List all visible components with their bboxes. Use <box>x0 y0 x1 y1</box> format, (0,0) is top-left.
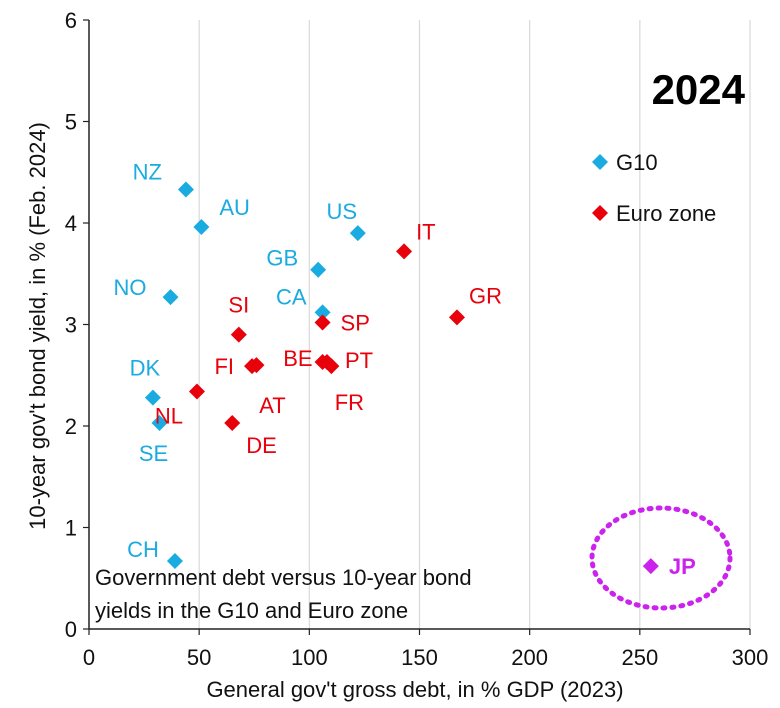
note-line-1: Government debt versus 10-year bond <box>95 565 472 590</box>
x-tick-label: 300 <box>732 645 769 670</box>
y-tick-label: 5 <box>65 110 77 135</box>
point-label-fi: FI <box>214 354 234 379</box>
point-us <box>349 225 366 242</box>
legend-marker-g10 <box>592 154 608 170</box>
point-ch <box>166 552 183 569</box>
point-label-pt: PT <box>345 348 373 373</box>
point-se <box>151 414 168 431</box>
point-label-jp: JP <box>669 554 696 579</box>
x-tick-labels: 0 50 100 150 200 250 300 <box>83 645 768 670</box>
y-tick-label: 4 <box>65 211 77 236</box>
point-no <box>162 289 179 306</box>
legend: G10 Euro zone <box>592 150 716 226</box>
point-label-de: DE <box>246 433 277 458</box>
point-label-dk: DK <box>130 356 161 381</box>
legend-label-euro: Euro zone <box>616 201 716 226</box>
point-label-at: AT <box>259 393 285 418</box>
point-label-au: AU <box>219 195 250 220</box>
point-label-gr: GR <box>469 283 502 308</box>
y-tick-label: 3 <box>65 313 77 338</box>
x-tick-label: 250 <box>621 645 658 670</box>
x-tick-label: 0 <box>83 645 95 670</box>
x-axis-title: General gov't gross debt, in % GDP (2023… <box>206 677 623 702</box>
point-si <box>230 326 247 343</box>
point-dk <box>144 389 161 406</box>
jp-highlight-ellipse <box>589 505 733 611</box>
point-gb <box>310 261 327 278</box>
gridlines <box>198 20 751 629</box>
x-tick-label: 150 <box>401 645 438 670</box>
point-label-nz: NZ <box>133 160 162 185</box>
point-it <box>396 243 413 260</box>
legend-label-g10: G10 <box>616 150 658 175</box>
x-tick-label: 100 <box>291 645 328 670</box>
legend-marker-euro <box>592 205 608 221</box>
point-gr <box>448 309 465 326</box>
point-labels: NZ AU US GB NO CA DK SE CH IT GR SI SP BE PT FR FI AT NL DE… <box>114 160 696 580</box>
point-label-gb: GB <box>266 246 298 271</box>
point-label-se: SE <box>139 441 168 466</box>
point-fr <box>323 358 340 375</box>
x-tick-label: 200 <box>511 645 548 670</box>
point-label-be: BE <box>283 346 312 371</box>
point-jp <box>642 558 659 575</box>
point-au <box>193 219 210 236</box>
year-label: 2024 <box>652 66 746 113</box>
point-label-sp: SP <box>341 310 370 335</box>
point-label-no: NO <box>114 275 147 300</box>
point-nz <box>177 181 194 198</box>
point-nl <box>188 383 205 400</box>
point-label-nl: NL <box>155 403 183 428</box>
point-label-it: IT <box>416 219 436 244</box>
y-tick-label: 6 <box>65 8 77 33</box>
note-line-2: yields in the G10 and Euro zone <box>95 598 408 623</box>
point-label-fr: FR <box>335 390 364 415</box>
point-label-ch: CH <box>127 537 159 562</box>
axes <box>83 19 751 635</box>
point-de <box>224 414 241 431</box>
data-points <box>144 181 659 575</box>
point-label-us: US <box>327 199 358 224</box>
y-axis-title: 10-year gov't bond yield, in % (Feb. 202… <box>25 122 50 530</box>
x-tick-label: 50 <box>187 645 211 670</box>
point-label-si: SI <box>228 293 249 318</box>
y-tick-labels: 0 1 2 3 4 5 6 <box>65 8 77 642</box>
point-sp <box>314 314 331 331</box>
y-tick-label: 1 <box>65 516 77 541</box>
point-ca <box>314 304 331 321</box>
y-tick-label: 0 <box>65 617 77 642</box>
y-tick-label: 2 <box>65 414 77 439</box>
point-at <box>248 357 265 374</box>
point-label-ca: CA <box>276 284 307 309</box>
